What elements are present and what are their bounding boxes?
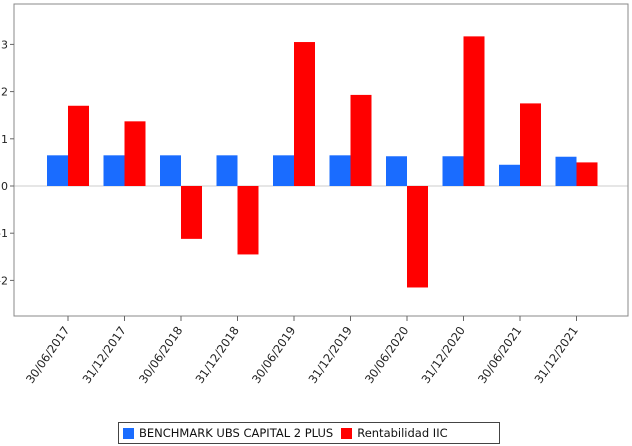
legend-item-rentabilidad: Rentabilidad IIC bbox=[341, 426, 448, 440]
bar-rentabilidad bbox=[520, 103, 541, 186]
legend-swatch-benchmark bbox=[123, 427, 134, 439]
legend-label-benchmark: BENCHMARK UBS CAPITAL 2 PLUS bbox=[139, 426, 334, 440]
y-tick-label: -1 bbox=[0, 227, 8, 240]
bar-rentabilidad bbox=[576, 162, 598, 186]
x-tick-label: 31/12/2018 bbox=[192, 324, 241, 386]
bar-benchmark bbox=[273, 155, 294, 186]
bar-rentabilidad bbox=[237, 186, 259, 255]
y-tick-label: 2 bbox=[1, 86, 8, 99]
y-tick-label: 3 bbox=[1, 38, 8, 51]
x-tick-label: 30/06/2020 bbox=[362, 324, 411, 386]
bar-benchmark bbox=[160, 155, 181, 186]
bar-benchmark bbox=[216, 155, 238, 186]
chart-legend: BENCHMARK UBS CAPITAL 2 PLUS Rentabilida… bbox=[118, 422, 500, 444]
bar-benchmark bbox=[329, 155, 351, 186]
bar-benchmark bbox=[386, 156, 407, 186]
bar-benchmark bbox=[47, 155, 68, 186]
bar-benchmark bbox=[103, 155, 125, 186]
x-tick-label: 30/06/2017 bbox=[23, 324, 72, 386]
plot-frame bbox=[13, 3, 629, 317]
x-tick-label: 30/06/2021 bbox=[475, 324, 524, 386]
bar-rentabilidad bbox=[294, 42, 315, 186]
bar-rentabilidad bbox=[68, 105, 89, 186]
x-tick-labels: 30/06/2017 31/12/2017 30/06/2018 31/12/2018… bbox=[23, 316, 581, 386]
bar-rentabilidad bbox=[407, 186, 428, 288]
y-tick-label: -2 bbox=[0, 274, 8, 287]
bar-rentabilidad bbox=[124, 121, 146, 186]
bar-rentabilidad bbox=[350, 94, 372, 186]
bar-benchmark bbox=[499, 164, 520, 186]
bar-benchmark bbox=[555, 156, 577, 186]
x-tick-label: 30/06/2018 bbox=[136, 324, 185, 386]
bar-rentabilidad bbox=[181, 186, 202, 239]
chart-bars bbox=[47, 36, 598, 288]
legend-label-rentabilidad: Rentabilidad IIC bbox=[357, 426, 448, 440]
x-tick-label: 30/06/2019 bbox=[249, 324, 298, 386]
y-tick-label: 0 bbox=[1, 180, 8, 193]
x-tick-label: 31/12/2021 bbox=[531, 324, 580, 386]
legend-swatch-rentabilidad bbox=[341, 427, 353, 439]
x-tick-label: 31/12/2019 bbox=[305, 324, 354, 386]
y-tick-label: 1 bbox=[1, 133, 8, 146]
legend-item-benchmark: BENCHMARK UBS CAPITAL 2 PLUS bbox=[123, 426, 333, 440]
bar-rentabilidad bbox=[463, 36, 485, 186]
x-tick-label: 31/12/2020 bbox=[418, 324, 467, 386]
x-tick-label: 31/12/2017 bbox=[79, 324, 128, 386]
bar-benchmark bbox=[442, 156, 464, 186]
